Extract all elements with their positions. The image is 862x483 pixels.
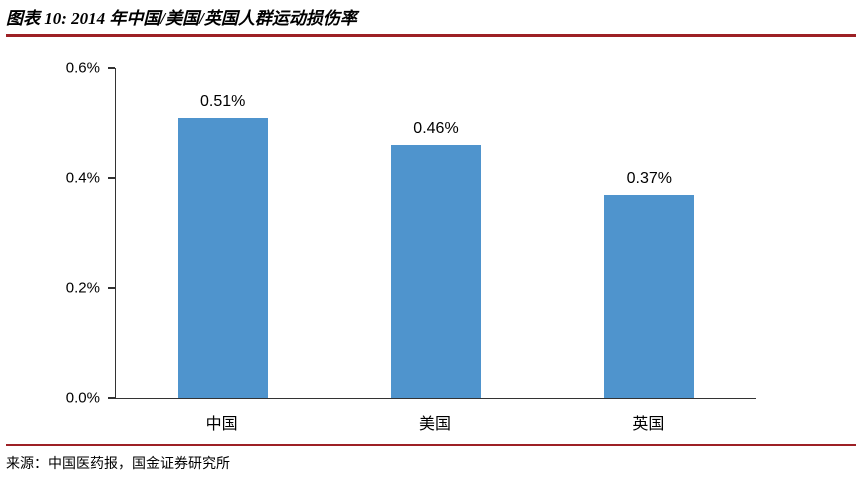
y-tick-label-0.6: 0.6% <box>65 59 100 77</box>
y-axis-tick <box>108 67 115 69</box>
x-axis-labels: 中国 美国 英国 <box>115 410 755 434</box>
bar-group-usa: 0.46% <box>329 68 542 398</box>
y-axis-tick <box>108 287 115 289</box>
chart-title: 图表 10: 2014 年中国/美国/英国人群运动损伤率 <box>6 9 357 28</box>
y-tick-label-0.4: 0.4% <box>65 169 100 187</box>
y-tick-label-0.2: 0.2% <box>65 279 100 297</box>
y-axis: 0.6% 0.4% 0.2% 0.0% <box>0 60 108 407</box>
bar-group-uk: 0.37% <box>543 68 756 398</box>
y-axis-tick <box>108 397 115 399</box>
footer-rule <box>6 444 856 446</box>
bar <box>177 117 268 398</box>
x-category-label-usa: 美国 <box>418 416 451 433</box>
plot-area: 0.51% 0.46% 0.37% <box>108 67 756 399</box>
chart-header: 图表 10: 2014 年中国/美国/英国人群运动损伤率 <box>6 8 856 37</box>
source-text: 来源：中国医药报，国金证券研究所 <box>6 457 230 472</box>
bar <box>390 145 481 398</box>
x-category-label-china: 中国 <box>205 416 238 433</box>
y-axis-tick <box>108 177 115 179</box>
bar-value-label: 0.37% <box>626 169 672 187</box>
bars-container: 0.51% 0.46% 0.37% <box>116 68 756 398</box>
header-rule <box>6 34 856 37</box>
chart-footer: 来源：中国医药报，国金证券研究所 <box>6 444 856 473</box>
bar <box>604 194 695 398</box>
bar-group-china: 0.51% <box>116 68 329 398</box>
bar-value-label: 0.46% <box>413 120 459 137</box>
y-tick-label-0.0: 0.0% <box>65 389 100 407</box>
x-category-label-uk: 英国 <box>632 416 665 433</box>
bar-value-label: 0.51% <box>199 92 246 110</box>
bar-chart: 0.6% 0.4% 0.2% 0.0% 0.51% 0.46% 0.37% <box>0 40 862 435</box>
